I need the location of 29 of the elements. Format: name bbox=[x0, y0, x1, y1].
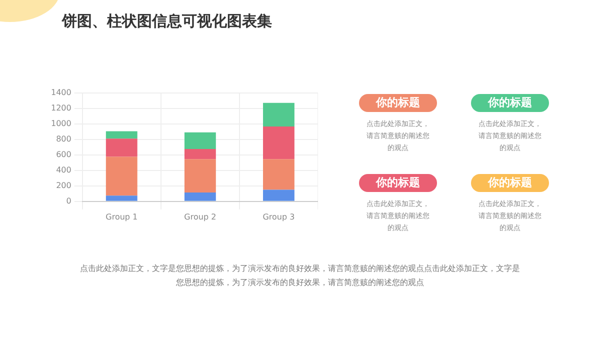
y-tick-label: 600 bbox=[56, 150, 72, 159]
bar bbox=[184, 132, 216, 150]
y-tick-label: 0 bbox=[66, 196, 72, 206]
text: 你的标题 bbox=[471, 174, 549, 192]
text: 点击此处添加正文，文字是您思想的提炼，为了演示发布的良好效果，请言简意赅的阐述您的观点点击此处添加正文，文字是您思想的提炼，为了演示发布的良好效果，请言简意赅的阐述您的观点 bbox=[80, 263, 520, 289]
y-tick-label: 1200 bbox=[51, 103, 72, 112]
y-tick-label: 200 bbox=[56, 180, 72, 190]
y-tick-label: 400 bbox=[56, 165, 72, 174]
x-tick-label: Group 2 bbox=[184, 212, 216, 222]
bar bbox=[184, 159, 216, 192]
bar bbox=[263, 102, 294, 127]
x-tick-label: Group 1 bbox=[106, 212, 138, 222]
y-tick-label: 1400 bbox=[51, 88, 72, 97]
bar bbox=[263, 159, 294, 190]
bar bbox=[106, 131, 138, 139]
chart-title: 饼图、柱状图信息可视化图表集 bbox=[62, 12, 272, 31]
text: 你的标题 bbox=[359, 94, 437, 112]
bar bbox=[106, 156, 138, 196]
bar bbox=[263, 190, 294, 201]
bar bbox=[106, 138, 138, 157]
bar bbox=[263, 126, 294, 160]
x-tick-label: Group 3 bbox=[262, 212, 295, 222]
bar bbox=[184, 149, 216, 160]
text: 你的标题 bbox=[359, 174, 437, 192]
text: 你的标题 bbox=[471, 94, 549, 112]
bar bbox=[106, 196, 138, 201]
y-tick-label: 1000 bbox=[51, 118, 72, 128]
y-tick-label: 800 bbox=[56, 134, 72, 144]
bar bbox=[184, 192, 216, 201]
